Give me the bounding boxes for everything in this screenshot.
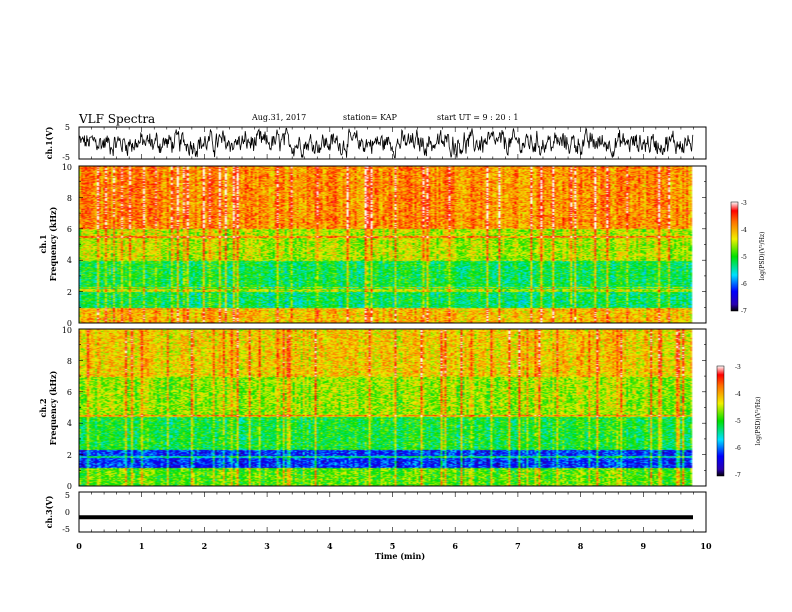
ch2-colorbar-gradient <box>716 365 725 477</box>
ch1-spec-ytick-4: 4 <box>67 256 72 265</box>
ch1-spec-yticks <box>79 165 706 324</box>
ch2-spec-ytick-6: 6 <box>67 388 72 397</box>
xtick-1: 1 <box>139 541 145 551</box>
ch3-ytick-5: 5 <box>65 491 70 500</box>
ch3-xticks <box>78 492 707 532</box>
ch3-waveform-panel: 5 0 -5 ch.3(V) 0 1 2 3 4 5 6 7 8 9 10 Ti… <box>44 491 712 561</box>
xtick-6: 6 <box>452 541 458 551</box>
xtick-7: 7 <box>515 541 521 551</box>
ch3-ylabel: ch.3(V) <box>44 495 54 528</box>
ch2-spec-ytick-10: 10 <box>62 326 72 335</box>
ch1-spec-ytick-2: 2 <box>67 288 72 297</box>
ch1-waveform-line <box>78 126 694 159</box>
ch3-waveform-frame <box>78 491 707 533</box>
ch1-colorbar: -3 -4 -5 -6 -7 log(PSD)(V²/Hz) <box>730 200 766 315</box>
x-axis-label: Time (min) <box>375 551 425 561</box>
ch2-spec-ytick-2: 2 <box>67 451 72 460</box>
date-label: Aug.31, 2017 <box>252 113 307 122</box>
ch2-spectrogram-panel: 0 2 4 6 8 10 ch.2 Frequency (kHz) -3 -4 … <box>38 326 762 491</box>
xtick-0: 0 <box>76 541 82 551</box>
ch1-colorbar-gradient <box>730 201 739 312</box>
ch2-spec-ytick-0: 0 <box>67 482 72 491</box>
xtick-5: 5 <box>390 541 396 551</box>
ch1-spec-ytick-6: 6 <box>67 225 72 234</box>
start-time-label: start UT = 9 : 20 : 1 <box>437 113 519 122</box>
ch1-xticks <box>78 127 707 159</box>
ch2-spec-ytick-4: 4 <box>67 419 72 428</box>
ch2-spectrogram-image <box>79 329 706 486</box>
ch1-cb-tick-m6: -6 <box>741 281 747 288</box>
ch1-ytick-bottom: -5 <box>62 153 70 162</box>
ch2-spec-ylabel-line2: Frequency (kHz) <box>48 370 58 445</box>
ch2-cb-tick-m4: -4 <box>735 391 741 398</box>
ch1-spectrogram-image <box>79 166 706 323</box>
xtick-2: 2 <box>202 541 208 551</box>
ch1-cb-tick-m5: -5 <box>741 254 747 261</box>
ch2-cb-tick-m5: -5 <box>735 418 741 425</box>
ch2-cb-tick-m6: -6 <box>735 445 741 452</box>
ch1-cb-tick-m7: -7 <box>741 308 747 315</box>
ch1-cb-tick-m4: -4 <box>741 227 747 234</box>
ch1-spectrogram-panel: 0 2 4 6 8 10 ch.1 Frequency (kHz) -3 -4 … <box>38 163 766 328</box>
ch2-spec-ylabel-line1: ch.2 <box>38 398 48 417</box>
ch3-ytick-m5: -5 <box>62 525 70 534</box>
xtick-4: 4 <box>327 541 333 551</box>
ch1-spec-ylabel-line1: ch.1 <box>38 234 48 253</box>
station-label: station= KAP <box>343 113 397 122</box>
ch1-spec-ytick-0: 0 <box>67 319 72 328</box>
ch2-colorbar: -3 -4 -5 -6 -7 log(PSD)(V²/Hz) <box>716 364 762 479</box>
ch1-spec-ylabel-line2: Frequency (kHz) <box>48 206 58 281</box>
xtick-10: 10 <box>700 541 712 551</box>
ch2-spec-ytick-8: 8 <box>67 357 72 366</box>
ch2-cb-tick-m3: -3 <box>735 364 741 371</box>
ch1-ylabel: ch.1(V) <box>44 126 54 159</box>
ch1-cb-tick-m3: -3 <box>741 200 747 207</box>
ch2-cb-tick-m7: -7 <box>735 472 741 479</box>
ch2-cb-label: log(PSD)(V²/Hz) <box>755 397 762 446</box>
xtick-3: 3 <box>264 541 270 551</box>
xtick-8: 8 <box>578 541 584 551</box>
ch1-spec-ytick-10: 10 <box>62 163 72 172</box>
ch2-spec-yticks <box>79 328 706 487</box>
xtick-9: 9 <box>641 541 647 551</box>
ch3-ytick-0: 0 <box>65 508 70 517</box>
ch1-waveform-panel: 5 -5 ch.1(V) <box>44 123 707 162</box>
ch1-cb-label: log(PSD)(V²/Hz) <box>759 232 766 281</box>
ch1-spec-ytick-8: 8 <box>67 194 72 203</box>
ch1-ytick-top: 5 <box>65 123 70 132</box>
figure-title: VLF Spectra <box>79 112 156 126</box>
